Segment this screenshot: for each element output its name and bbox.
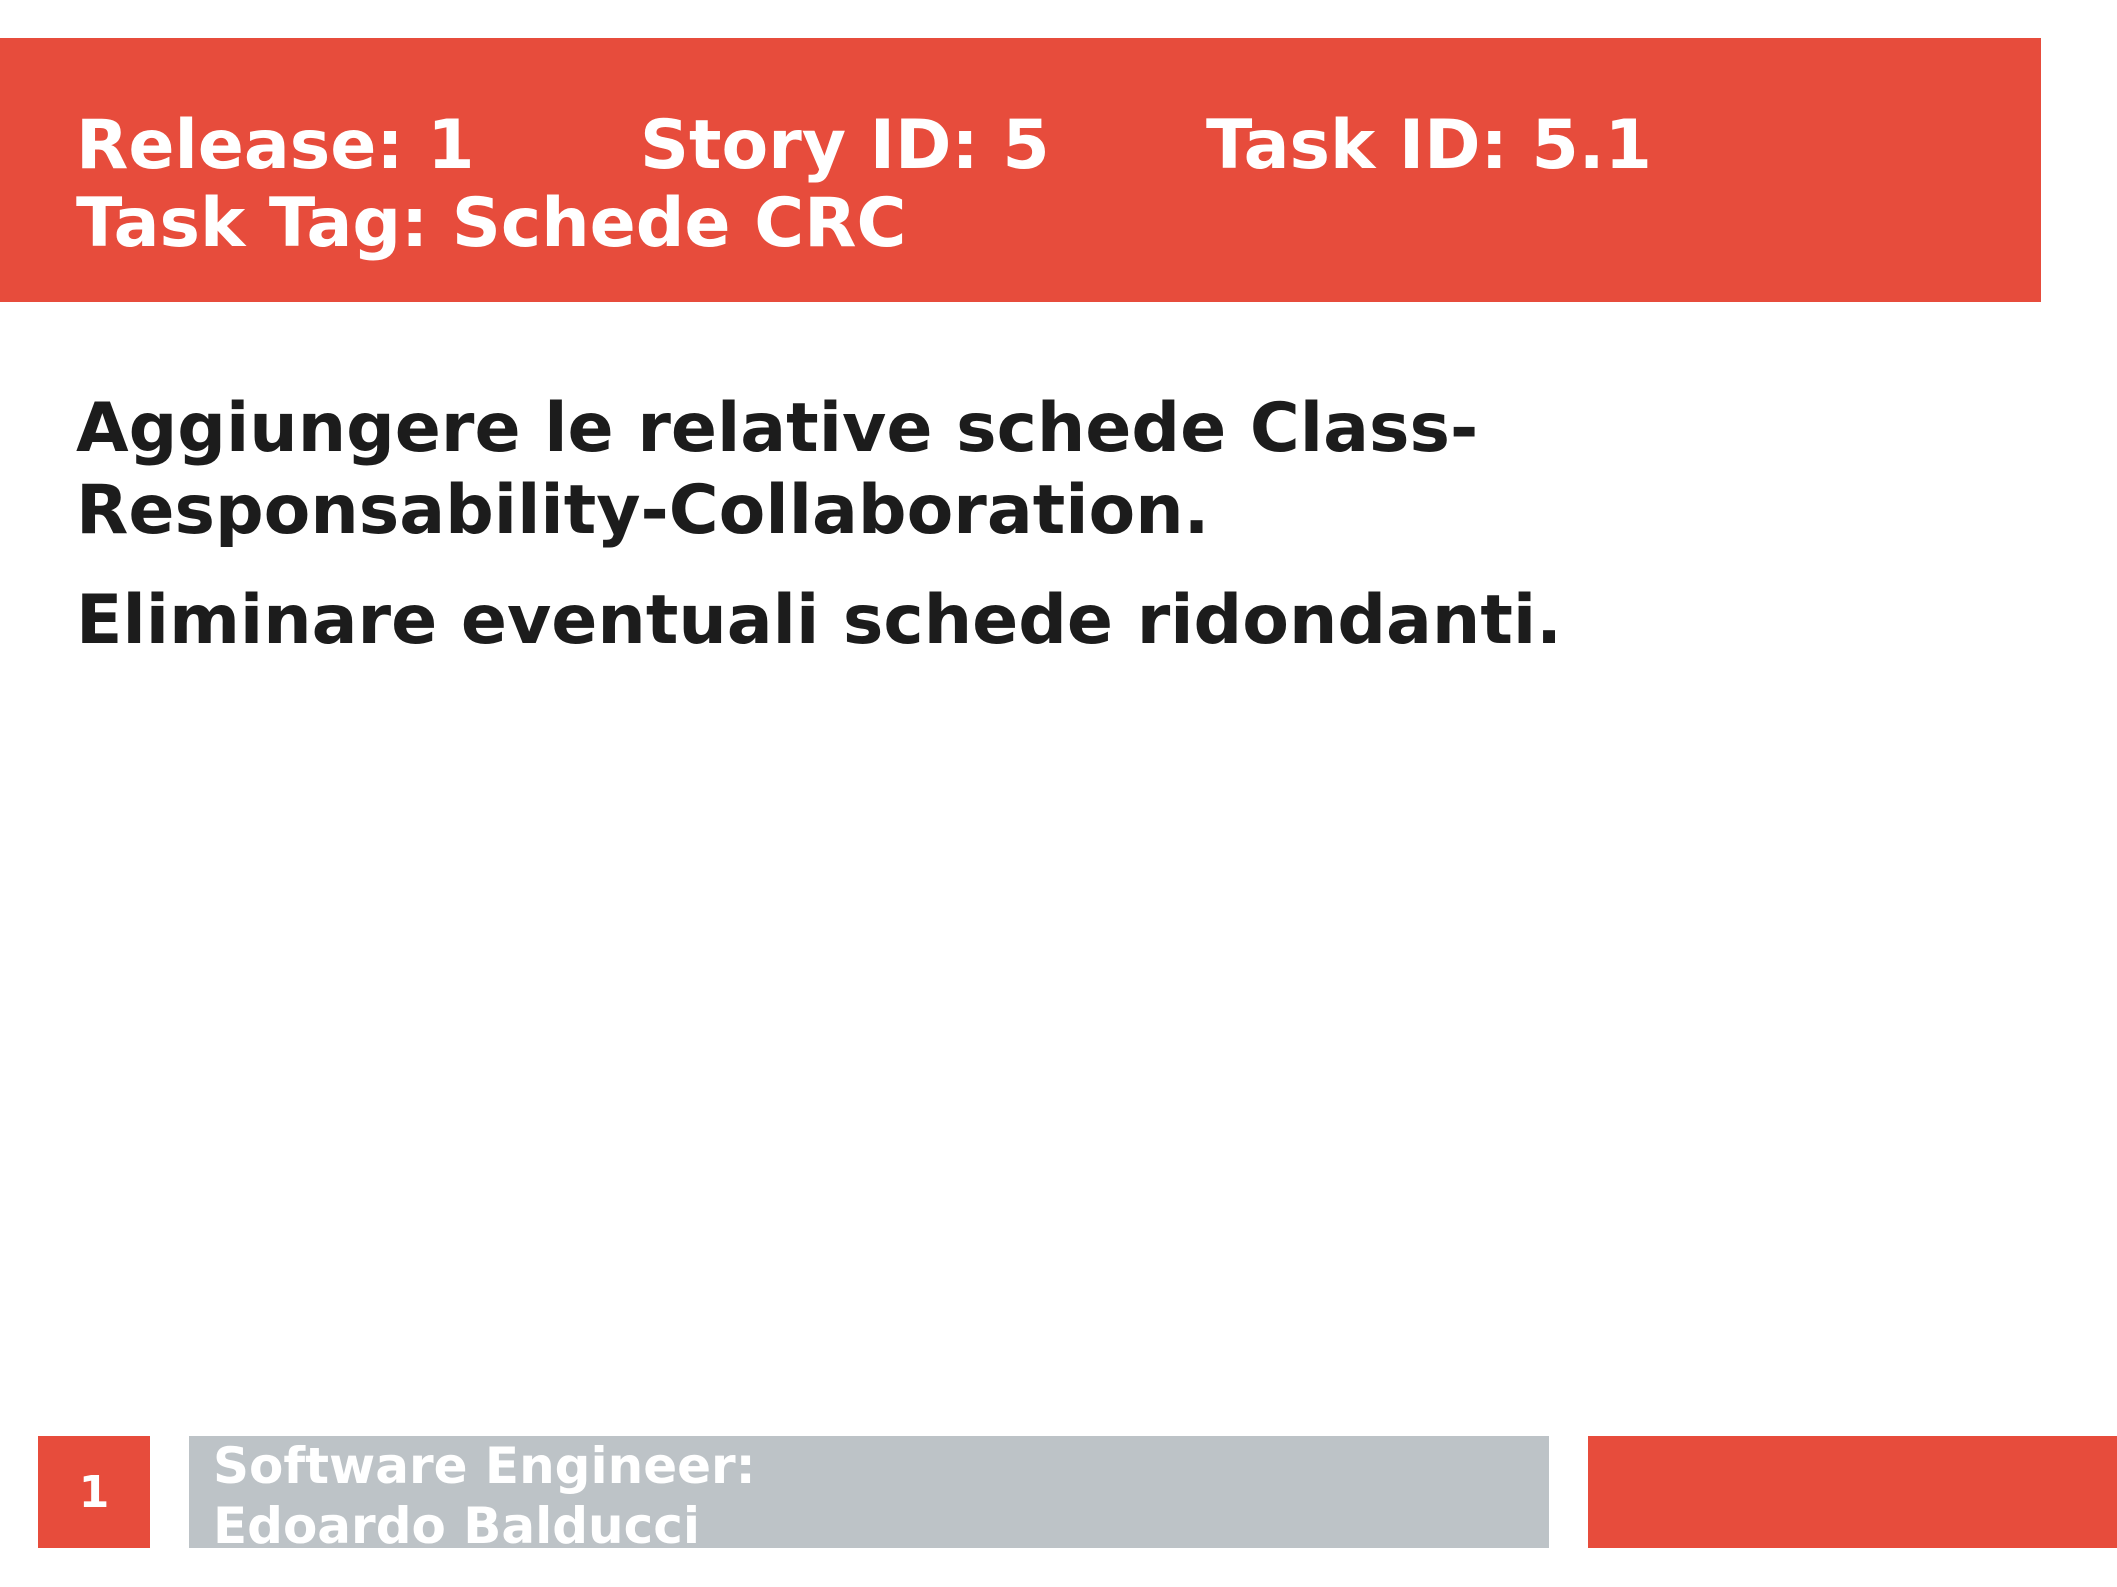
author-text: Software Engineer: Edoardo Balducci (213, 1436, 756, 1556)
page-number: 1 (38, 1436, 150, 1548)
task-id-label: Task ID: 5.1 (1206, 106, 1652, 185)
author-name: Edoardo Balducci (213, 1497, 701, 1555)
task-tag-label: Task Tag: Schede CRC (76, 184, 907, 263)
task-description: Aggiungere le relative schede Class- Res… (76, 388, 1478, 552)
release-label: Release: 1 (76, 106, 475, 185)
footer-accent-bar (1588, 1436, 2117, 1548)
footer-author-box: Software Engineer: Edoardo Balducci (189, 1436, 1549, 1555)
header-bar (0, 38, 2041, 302)
description-line-2: Responsability-Collaboration. (76, 471, 1210, 550)
story-id-label: Story ID: 5 (640, 106, 1050, 185)
description-line-1: Aggiungere le relative schede Class- (76, 389, 1479, 468)
task-note: Eliminare eventuali schede ridondanti. (76, 581, 1562, 660)
author-role: Software Engineer: (213, 1437, 756, 1495)
